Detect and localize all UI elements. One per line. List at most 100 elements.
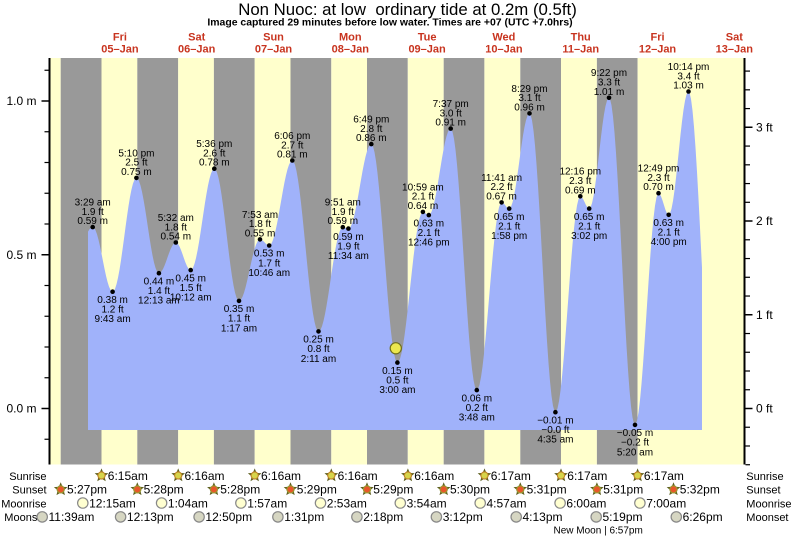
svg-text:2 ft: 2 ft (756, 214, 773, 228)
svg-text:12:46 pm: 12:46 pm (408, 238, 450, 249)
svg-text:12:49 pm: 12:49 pm (638, 164, 680, 175)
svg-text:1.4 ft: 1.4 ft (148, 286, 170, 297)
svg-text:11:34 am: 11:34 am (328, 251, 369, 262)
svg-text:3.1 ft: 3.1 ft (518, 93, 540, 104)
svg-text:4:00 pm: 4:00 pm (651, 237, 687, 248)
svg-text:Sat: Sat (188, 32, 205, 44)
svg-text:5:19pm: 5:19pm (603, 510, 643, 524)
svg-text:13–Jan: 13–Jan (716, 43, 754, 55)
svg-text:0.70 m: 0.70 m (643, 182, 674, 193)
svg-text:3:02 pm: 3:02 pm (571, 231, 607, 242)
svg-text:Sunrise: Sunrise (746, 471, 783, 483)
svg-text:1:58 pm: 1:58 pm (491, 231, 527, 242)
svg-text:1:57am: 1:57am (247, 496, 287, 510)
svg-text:1.8 ft: 1.8 ft (249, 219, 271, 230)
svg-text:7:37 pm: 7:37 pm (433, 99, 469, 110)
svg-text:1.9 ft: 1.9 ft (332, 207, 354, 218)
svg-text:3:29 am: 3:29 am (75, 198, 111, 209)
svg-text:New Moon | 6:57pm: New Moon | 6:57pm (554, 526, 643, 537)
svg-text:0.35 m: 0.35 m (224, 304, 255, 315)
svg-text:2.6 ft: 2.6 ft (203, 149, 225, 160)
svg-text:0.65 m: 0.65 m (494, 212, 525, 223)
svg-text:0 ft: 0 ft (756, 402, 773, 416)
svg-text:11–Jan: 11–Jan (562, 43, 599, 55)
svg-text:Moonrise: Moonrise (746, 498, 791, 510)
svg-text:1.01 m: 1.01 m (594, 87, 625, 98)
svg-text:Fri: Fri (113, 32, 127, 44)
svg-text:Sun: Sun (263, 32, 284, 44)
svg-text:0.64 m: 0.64 m (408, 201, 439, 212)
svg-text:06–Jan: 06–Jan (178, 43, 216, 55)
svg-text:Mon: Mon (339, 32, 362, 44)
svg-text:6:49 pm: 6:49 pm (353, 115, 389, 126)
svg-text:−0.01 m: −0.01 m (537, 415, 573, 426)
svg-text:3 ft: 3 ft (756, 120, 773, 134)
svg-text:7:53 am: 7:53 am (242, 210, 278, 221)
svg-text:1.7 ft: 1.7 ft (258, 258, 280, 269)
svg-text:5:29pm: 5:29pm (297, 483, 337, 497)
svg-text:−0.2 ft: −0.2 ft (621, 438, 649, 449)
svg-text:1.2 ft: 1.2 ft (101, 305, 123, 316)
svg-text:0.53 m: 0.53 m (254, 249, 285, 260)
svg-text:Sat: Sat (726, 32, 743, 44)
svg-text:12:16 pm: 12:16 pm (559, 167, 601, 178)
svg-text:2.1 ft: 2.1 ft (418, 228, 440, 239)
svg-text:6:15am: 6:15am (108, 469, 148, 483)
svg-text:2:18pm: 2:18pm (363, 510, 403, 524)
svg-text:4:57am: 4:57am (487, 496, 527, 510)
svg-text:3.4 ft: 3.4 ft (677, 71, 699, 82)
svg-text:6:16am: 6:16am (261, 469, 301, 483)
svg-text:Thu: Thu (571, 32, 591, 44)
svg-text:0.2 ft: 0.2 ft (466, 403, 488, 414)
svg-text:0.5 m: 0.5 m (6, 248, 36, 262)
svg-text:9:51 am: 9:51 am (325, 198, 361, 209)
svg-text:Moonrise: Moonrise (1, 498, 46, 510)
svg-text:Tue: Tue (418, 32, 437, 44)
svg-text:9:22 pm: 9:22 pm (591, 68, 627, 79)
svg-text:10:12 am: 10:12 am (170, 293, 212, 304)
svg-text:0.86 m: 0.86 m (356, 133, 387, 144)
svg-text:Sunrise: Sunrise (9, 471, 46, 483)
svg-text:11:41 am: 11:41 am (481, 173, 522, 184)
svg-text:1:04am: 1:04am (168, 496, 208, 510)
svg-text:5:27pm: 5:27pm (67, 483, 107, 497)
svg-text:0.81 m: 0.81 m (277, 150, 308, 161)
svg-text:0.5 ft: 0.5 ft (386, 375, 408, 386)
svg-text:0.44 m: 0.44 m (144, 276, 175, 287)
svg-text:2.1 ft: 2.1 ft (578, 221, 600, 232)
svg-text:0.63 m: 0.63 m (653, 218, 684, 229)
svg-text:5:32pm: 5:32pm (680, 483, 720, 497)
svg-text:Non Nuoc: at low ordinary tid: Non Nuoc: at low ordinary tide at 0.2m (… (238, 0, 577, 19)
svg-text:6:17am: 6:17am (644, 469, 684, 483)
svg-text:0.63 m: 0.63 m (414, 218, 445, 229)
svg-text:1.0 m: 1.0 m (6, 94, 36, 108)
svg-text:6:16am: 6:16am (414, 469, 454, 483)
svg-text:−0.0 ft: −0.0 ft (541, 425, 569, 436)
svg-text:1.8 ft: 1.8 ft (165, 222, 187, 233)
svg-text:05–Jan: 05–Jan (101, 43, 139, 55)
svg-text:5:28pm: 5:28pm (220, 483, 260, 497)
svg-text:12:13pm: 12:13pm (127, 510, 174, 524)
svg-text:5:32 am: 5:32 am (158, 213, 194, 224)
svg-text:Moonset: Moonset (746, 512, 788, 524)
svg-text:09–Jan: 09–Jan (408, 43, 446, 55)
svg-text:0.96 m: 0.96 m (514, 102, 545, 113)
svg-text:Wed: Wed (492, 32, 515, 44)
svg-text:2.7 ft: 2.7 ft (281, 140, 303, 151)
svg-text:3:00 am: 3:00 am (379, 385, 415, 396)
svg-text:Sunset: Sunset (746, 485, 780, 497)
svg-text:11:39am: 11:39am (49, 510, 95, 524)
svg-text:6:26pm: 6:26pm (683, 510, 723, 524)
svg-text:3:48 am: 3:48 am (459, 413, 495, 424)
svg-text:5:29pm: 5:29pm (373, 483, 413, 497)
svg-text:3:12pm: 3:12pm (443, 510, 483, 524)
svg-text:0.8 ft: 0.8 ft (307, 344, 329, 355)
svg-text:0.78 m: 0.78 m (199, 158, 230, 169)
svg-text:10–Jan: 10–Jan (485, 43, 523, 55)
svg-text:2:11 am: 2:11 am (301, 354, 336, 365)
svg-text:Image captured 29 minutes befo: Image captured 29 minutes before low wat… (207, 18, 572, 29)
svg-text:5:30pm: 5:30pm (450, 483, 490, 497)
svg-text:5:28pm: 5:28pm (144, 483, 184, 497)
svg-text:2.3 ft: 2.3 ft (647, 173, 669, 184)
svg-text:2.1 ft: 2.1 ft (658, 228, 680, 239)
